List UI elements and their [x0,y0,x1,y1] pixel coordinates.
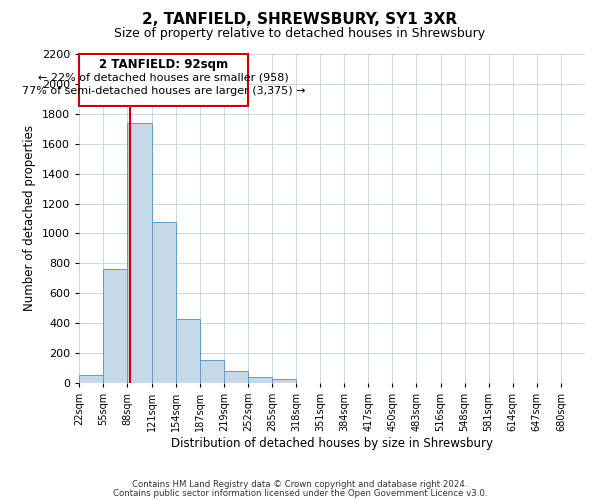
Y-axis label: Number of detached properties: Number of detached properties [23,126,37,312]
Bar [103,270,127,383]
Bar [79,374,103,383]
Text: Contains HM Land Registry data © Crown copyright and database right 2024.: Contains HM Land Registry data © Crown c… [132,480,468,489]
Text: 77% of semi-detached houses are larger (3,375) →: 77% of semi-detached houses are larger (… [22,86,305,97]
FancyBboxPatch shape [79,54,248,106]
Text: Size of property relative to detached houses in Shrewsbury: Size of property relative to detached ho… [115,28,485,40]
Text: ← 22% of detached houses are smaller (958): ← 22% of detached houses are smaller (95… [38,73,289,83]
Bar [127,123,151,383]
Text: 2, TANFIELD, SHREWSBURY, SY1 3XR: 2, TANFIELD, SHREWSBURY, SY1 3XR [142,12,458,28]
Bar [151,222,176,383]
Bar [248,377,272,383]
Bar [272,379,296,383]
X-axis label: Distribution of detached houses by size in Shrewsbury: Distribution of detached houses by size … [171,437,493,450]
Bar [224,371,248,383]
Text: Contains public sector information licensed under the Open Government Licence v3: Contains public sector information licen… [113,488,487,498]
Bar [176,318,200,383]
Bar [200,360,224,383]
Text: 2 TANFIELD: 92sqm: 2 TANFIELD: 92sqm [99,58,228,71]
